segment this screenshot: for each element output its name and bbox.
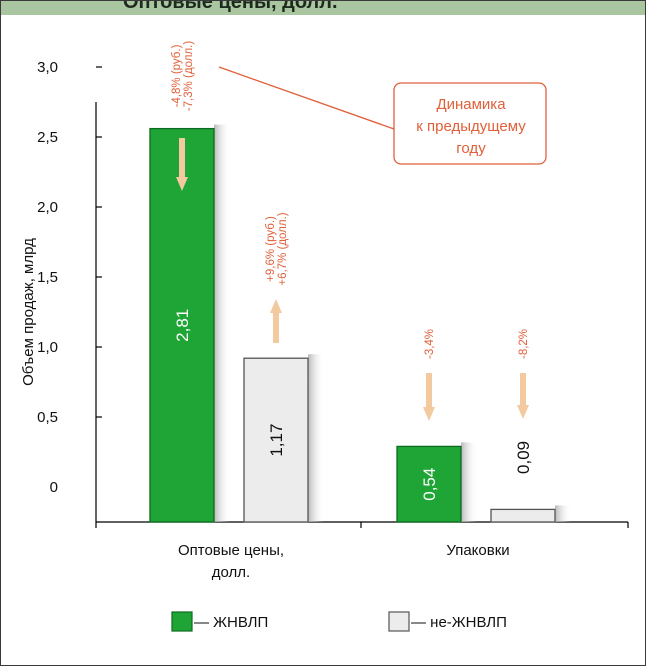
legend-swatch — [171, 611, 193, 632]
callout-text: году — [456, 140, 486, 157]
change-label: -4,8% (руб.) — [171, 44, 183, 107]
y-tick-label: 1,0 — [37, 339, 58, 356]
bar — [243, 357, 309, 523]
category-label: долл. — [212, 564, 250, 581]
y-tick-label: 1,5 — [37, 269, 58, 286]
y-axis-title: Объем продаж, млрд — [20, 238, 37, 386]
legend-label: — не-ЖНВЛП — [411, 614, 507, 631]
header-band: Оптовые цены, долл. — [1, 1, 645, 15]
category-label: Оптовые цены, — [178, 542, 284, 559]
change-label: -3,4% — [424, 329, 436, 359]
change-label: +6,7% (долл.) — [277, 212, 289, 285]
change-arrow — [423, 373, 435, 421]
bar-value-label: 2,81 — [173, 309, 192, 342]
legend-swatch — [388, 611, 410, 632]
y-tick-label: 2,5 — [37, 129, 58, 146]
change-label: +9,6% (руб.) — [265, 216, 277, 282]
y-tick-label: 0,5 — [37, 409, 58, 426]
change-arrow — [517, 373, 529, 419]
callout-text: Динамика — [436, 96, 506, 113]
y-tick-label: 2,0 — [37, 199, 58, 216]
callout-connector — [218, 66, 395, 130]
y-tick-label: 0 — [50, 479, 58, 496]
callout-box — [393, 82, 547, 165]
category-label: Упаковки — [446, 542, 509, 559]
change-label: -8,2% — [518, 329, 530, 359]
header-title: Оптовые цены, долл. — [123, 0, 338, 13]
y-tick-label: 3,0 — [37, 59, 58, 76]
change-label: -7,3% (долл.) — [183, 41, 195, 112]
bar — [490, 508, 556, 523]
change-arrow — [270, 299, 282, 343]
bar — [396, 445, 462, 523]
bar-shadow — [308, 354, 324, 522]
bar-shadow — [555, 505, 571, 522]
bar — [149, 127, 215, 523]
legend-label: — ЖНВЛП — [194, 614, 268, 631]
bar-shadow — [214, 124, 230, 522]
bar-shadow — [461, 442, 477, 522]
callout-text: к предыдущему — [416, 118, 526, 135]
change-arrow — [176, 138, 188, 191]
bar-value-label: 0,09 — [514, 441, 533, 474]
bar-value-label: 0,54 — [420, 468, 439, 501]
bar-value-label: 1,17 — [267, 424, 286, 457]
